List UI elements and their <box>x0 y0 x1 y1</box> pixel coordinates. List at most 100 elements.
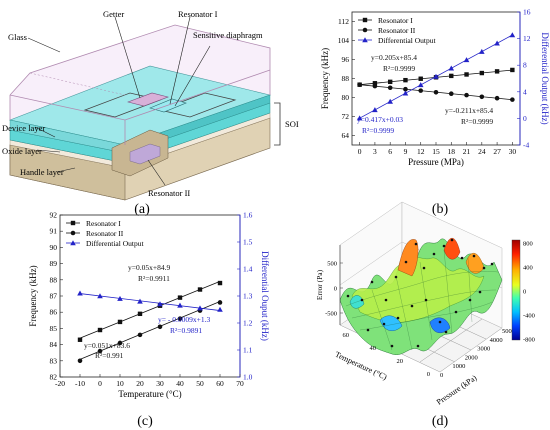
data-point <box>77 337 83 342</box>
label-diaphragm: Sensitive diaphragm <box>193 30 263 40</box>
data-point <box>494 69 500 74</box>
data-point <box>464 92 469 98</box>
data-point <box>448 91 454 96</box>
data-point <box>137 332 143 338</box>
x3d-tick-label: 1000 <box>452 363 465 370</box>
y2-tick-label: 1.5 <box>243 238 253 247</box>
data-point <box>372 107 378 113</box>
panel-label-d: (d) <box>432 414 449 429</box>
z-tick-label: 0 <box>334 286 337 293</box>
legend-label: Differential Output <box>86 239 144 248</box>
y-tick-label: 112 <box>338 17 349 26</box>
data-point <box>509 32 516 38</box>
resonator-frame-right <box>158 92 237 118</box>
y2-tick-label: 8 <box>523 61 527 70</box>
data-point <box>97 327 103 333</box>
y-axis-label: Frequency (kHz) <box>28 265 38 326</box>
fit-annotation: R²=0.9999 <box>461 117 493 126</box>
y-tick-label: 96 <box>342 55 350 64</box>
x-tick-label: 6 <box>388 147 392 156</box>
x-axis-label: Pressure (MPa) <box>408 157 464 167</box>
data-point <box>387 85 393 91</box>
y-tick-label: 88 <box>342 74 350 83</box>
data-point <box>402 90 409 96</box>
z-tick-label: 500 <box>327 261 337 268</box>
y-tick-label: 83 <box>50 356 58 365</box>
data-point <box>418 76 423 81</box>
data-point <box>479 94 485 100</box>
data-point <box>433 73 439 79</box>
x-tick-label: 30 <box>156 379 164 388</box>
legend-label: Resonator II <box>86 229 124 238</box>
data-point <box>357 82 362 87</box>
y2-axis-label: Differential Ouput (kHz) <box>260 251 270 341</box>
data-point <box>356 115 363 121</box>
y-tick-label: 84 <box>50 340 58 349</box>
glass-fill <box>10 25 270 120</box>
x3d-tick-label: 2000 <box>465 354 478 361</box>
data-point <box>417 82 424 88</box>
x-tick-label: 60 <box>216 379 224 388</box>
colorbar-tick-label: 800 <box>523 241 533 248</box>
data-point <box>510 97 515 102</box>
y-tick-label: 88 <box>50 275 58 284</box>
colorbar-tick-label: 400 <box>523 265 533 272</box>
y2-tick-label: 1.6 <box>243 211 253 220</box>
getter-shape <box>126 92 170 107</box>
data-point <box>449 73 454 79</box>
fit-annotation: y=0.205x+85.4 <box>371 53 417 62</box>
y-tick-label: 104 <box>338 36 350 45</box>
y-tick-label: 91 <box>50 227 58 236</box>
y-tick-label: 64 <box>342 131 350 140</box>
data-point <box>117 319 123 325</box>
label-resonator-one: Resonator I <box>178 9 218 19</box>
y-tick-label: 87 <box>50 292 58 301</box>
y3d-tick-label: 60 <box>343 332 350 339</box>
legend-label: Differential Output <box>378 36 436 45</box>
resonator-two-shape <box>129 143 161 165</box>
x-tick-label: 21 <box>463 147 471 156</box>
colorbar <box>511 239 521 341</box>
y2-tick-label: 1.2 <box>243 319 253 328</box>
fit-annotation: y=-0.211x+85.4 <box>445 106 493 115</box>
label-glass: Glass <box>8 32 27 42</box>
x-tick-label: 3 <box>373 147 377 156</box>
x-tick-label: 12 <box>417 147 425 156</box>
colorbar-tick-label: 0 <box>523 289 526 296</box>
data-point <box>387 79 393 85</box>
y-tick-label: 90 <box>50 243 58 252</box>
data-point <box>97 348 103 354</box>
data-point <box>433 89 439 95</box>
fit-annotation: y=0.051x+83.6 <box>84 341 130 350</box>
data-point <box>479 70 485 76</box>
data-point <box>463 57 470 63</box>
y2-tick-label: 4 <box>523 87 527 96</box>
data-point <box>479 48 485 54</box>
fit-line <box>79 301 221 360</box>
y2-axis-label: Differential Output (kHz) <box>540 32 550 124</box>
x-tick-label: 0 <box>98 379 102 388</box>
y2-tick-label: -4 <box>523 141 529 150</box>
label-handle-layer: Handle layer <box>20 167 64 177</box>
x-tick-label: 40 <box>176 379 184 388</box>
y-tick-label: 80 <box>342 93 350 102</box>
x3d-tick-label: 5000 <box>502 328 515 335</box>
legend-marker <box>362 27 368 33</box>
panel-label-c: (c) <box>137 414 153 429</box>
fit-annotation: R²=0.9999 <box>383 64 415 73</box>
x-tick-label: 50 <box>196 379 204 388</box>
x-tick-label: 15 <box>432 147 440 156</box>
fit-annotation: y= - 0.0009x+1.3 <box>158 315 210 324</box>
data-point <box>494 40 500 46</box>
fit-annotation: R²=0.991 <box>95 351 124 360</box>
y-tick-label: 85 <box>50 324 58 333</box>
x-tick-label: 27 <box>493 147 501 156</box>
x-tick-label: 30 <box>509 147 517 156</box>
x3d-tick-label: 4000 <box>490 337 503 344</box>
y-tick-label: 89 <box>50 259 58 268</box>
data-point <box>157 324 163 330</box>
y2-tick-label: 12 <box>523 34 531 43</box>
